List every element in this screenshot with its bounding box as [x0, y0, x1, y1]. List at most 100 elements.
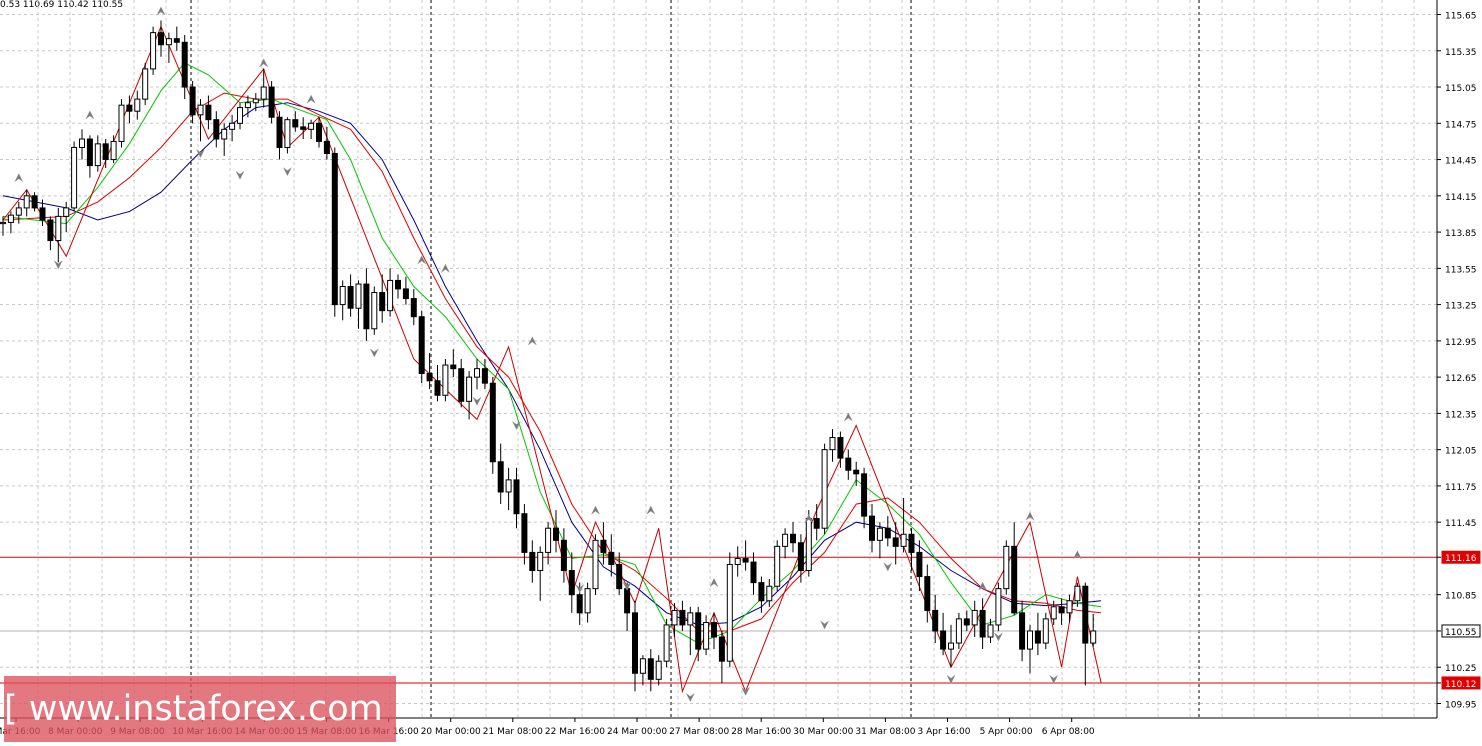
candle-body-bear: [813, 518, 820, 529]
candle: [679, 600, 686, 631]
candle-body-bear: [932, 609, 939, 632]
candle-body-bull: [142, 68, 149, 100]
candle: [616, 552, 623, 595]
candle: [663, 618, 670, 668]
price-tick-label: 112.05: [1445, 447, 1477, 457]
candle: [955, 612, 962, 650]
candle: [987, 618, 994, 644]
candle: [1074, 582, 1081, 607]
candle-body-bear: [410, 298, 417, 318]
fractal-up-marker: [646, 505, 656, 515]
candle-body-bear: [924, 576, 931, 611]
price-tick-label: 112.95: [1445, 338, 1477, 348]
zigzag-line: [2, 25, 1102, 694]
candle-body-bear: [979, 609, 986, 638]
price-tick-label: 113.25: [1445, 302, 1477, 312]
candle: [23, 189, 30, 217]
candle: [450, 349, 457, 378]
candle: [339, 280, 346, 321]
zigzag-indicator: [2, 25, 1102, 694]
fractal-up-marker: [417, 255, 426, 265]
fractal-markers: [14, 6, 1082, 703]
candle: [418, 310, 425, 384]
candle-body-bear: [1019, 612, 1026, 650]
candle-body-bear: [276, 116, 283, 148]
candle-body-bull: [671, 609, 678, 626]
candle: [884, 516, 891, 547]
candle-body-bull: [639, 658, 646, 674]
candle: [971, 600, 978, 638]
candle-body-bear: [608, 551, 615, 565]
candle: [39, 199, 46, 227]
candle: [466, 371, 473, 420]
fractal-up-marker: [156, 6, 166, 16]
candle: [545, 522, 552, 565]
candle-body-bull: [150, 32, 157, 70]
candle-body-bull: [584, 588, 591, 614]
candle: [55, 207, 62, 263]
candle: [158, 20, 164, 57]
candle: [995, 582, 1002, 631]
price-tick-label: 115.65: [1445, 12, 1477, 22]
candle: [126, 95, 133, 124]
candle-body-bear: [189, 86, 196, 116]
candle-body-bull: [94, 143, 101, 167]
candle-body-bull: [252, 98, 259, 104]
candle-body-bear: [679, 609, 686, 626]
candle-body-bull: [355, 283, 362, 309]
candle: [63, 201, 70, 233]
candle-body-bull: [7, 214, 14, 223]
candle: [1058, 598, 1065, 625]
candle-body-bear: [908, 533, 915, 553]
candle-body-bear: [553, 527, 559, 541]
candle-body-bull: [726, 563, 733, 662]
candle-body-bull: [387, 279, 394, 312]
fractal-down-marker: [54, 260, 63, 270]
candle-body-bear: [600, 539, 607, 553]
candle-body-bear: [268, 86, 275, 118]
candle: [442, 359, 449, 402]
ma-mid-line: [2, 92, 1102, 632]
candle: [387, 268, 394, 317]
candle: [892, 522, 899, 565]
price-tick-label: 110.25: [1445, 664, 1477, 674]
candle: [790, 522, 796, 553]
price-tick-label: 115.05: [1445, 84, 1477, 94]
candle: [395, 274, 401, 299]
candle-body-bear: [434, 380, 441, 396]
candle-body-bull: [165, 38, 172, 46]
candle-body-bear: [379, 292, 386, 312]
candle-body-bear: [300, 126, 307, 130]
candle: [0, 216, 6, 236]
candle: [963, 610, 970, 631]
candle-body-bear: [1082, 585, 1089, 644]
fractal-up-marker: [844, 412, 853, 422]
candle: [371, 286, 378, 335]
candle: [458, 359, 465, 408]
candle-body-bull: [260, 86, 267, 100]
ma-slow-line: [2, 102, 1102, 626]
time-tick-label: 30 Mar 00:00: [793, 727, 853, 737]
candle: [110, 135, 117, 164]
candle: [1050, 600, 1057, 625]
candle: [726, 552, 733, 668]
candle-body-bull: [1027, 630, 1033, 650]
candle: [513, 467, 520, 529]
candle-body-bull: [829, 437, 836, 451]
candle: [434, 365, 441, 402]
candle-body-bear: [750, 561, 757, 584]
candle: [402, 276, 409, 305]
candle: [205, 95, 212, 130]
candle: [31, 192, 38, 212]
candle-body-bear: [173, 38, 180, 43]
candle-body-bull: [466, 376, 473, 402]
candle: [426, 352, 433, 390]
candle: [1019, 600, 1026, 662]
candle: [979, 598, 986, 650]
candle: [932, 594, 939, 644]
candle: [592, 534, 599, 595]
candle: [268, 80, 275, 124]
candle: [189, 80, 196, 124]
candle: [284, 117, 291, 154]
price-level-label-bg: [1441, 624, 1481, 638]
